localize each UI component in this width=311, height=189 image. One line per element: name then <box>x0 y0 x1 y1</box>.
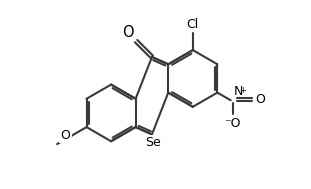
Text: Se: Se <box>145 136 161 149</box>
Text: O: O <box>123 25 134 40</box>
Text: N: N <box>234 85 243 98</box>
Text: O: O <box>61 129 71 142</box>
Text: Cl: Cl <box>187 18 199 31</box>
Text: ⁻O: ⁻O <box>224 117 241 130</box>
Text: O: O <box>255 93 265 106</box>
Text: +: + <box>239 86 246 95</box>
